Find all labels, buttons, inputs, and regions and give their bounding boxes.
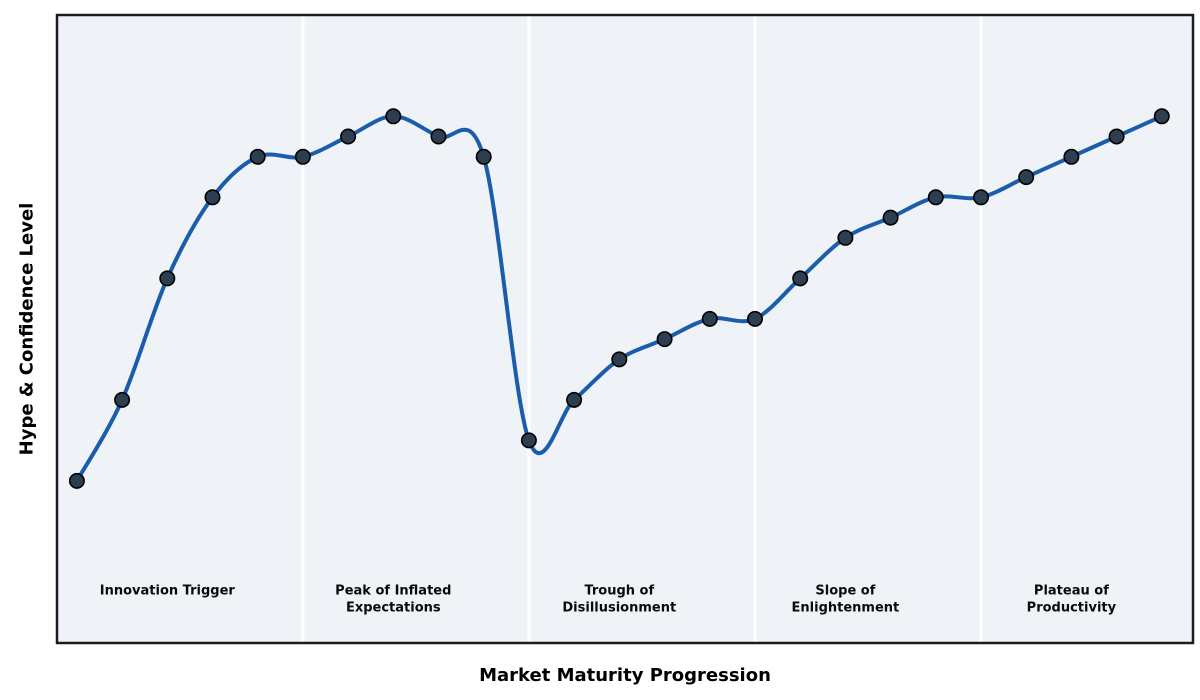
hype-curve [74,114,1164,483]
data-point [1018,169,1035,186]
data-point [520,432,537,449]
data-points-group [68,108,1170,489]
x-axis-label: Market Maturity Progression [479,665,771,686]
data-point [430,128,447,145]
phase-label-peak-of-inflated-expectations: Peak of Inflated Expectations [335,584,451,616]
data-point [972,189,989,206]
phase-label-line: Disillusionment [562,601,676,616]
data-point [68,472,85,489]
phase-label-slope-of-enlightenment: Slope of Enlightenment [792,584,900,616]
data-point [611,351,628,368]
plot-area [57,15,1193,643]
data-point [249,148,266,165]
data-point [566,391,583,408]
data-point [340,128,357,145]
phase-label-line: Plateau of [1034,584,1109,599]
phase-label-line: Innovation Trigger [100,584,236,599]
data-point [882,209,899,226]
data-point [385,108,402,125]
phase-label-line: Expectations [346,601,441,616]
phase-label-plateau-of-productivity: Plateau of Productivity [1027,584,1117,616]
data-point [1108,128,1125,145]
phase-label-line: Trough of [584,584,654,599]
plot-border [55,13,1195,645]
phase-label-line: Enlightenment [792,601,900,616]
data-point [927,189,944,206]
phase-label-line: Peak of Inflated [335,584,451,599]
data-point [114,391,131,408]
data-point [159,270,176,287]
phase-dividers-group [301,15,983,643]
data-point [475,148,492,165]
data-point [837,229,854,246]
data-point [701,310,718,327]
data-point [204,189,221,206]
data-point [656,331,673,348]
data-point [1153,108,1170,125]
y-axis-label: Hype & Confidence Level [17,203,38,456]
phase-label-line: Slope of [815,584,875,599]
data-point [792,270,809,287]
phase-label-innovation-trigger: Innovation Trigger [100,584,236,599]
phase-label-trough-of-disillusionment: Trough of Disillusionment [562,584,676,616]
phase-label-line: Productivity [1027,601,1117,616]
data-point [1063,148,1080,165]
data-point [294,148,311,165]
data-point [746,310,763,327]
